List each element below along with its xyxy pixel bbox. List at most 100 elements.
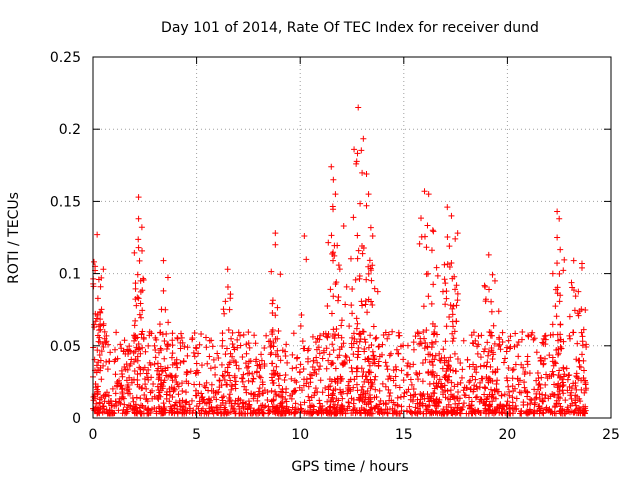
data-point [463, 385, 470, 392]
data-point [229, 383, 236, 390]
data-point [503, 402, 510, 409]
data-point [199, 405, 206, 412]
data-point [406, 403, 413, 410]
data-point [269, 300, 276, 307]
data-point [316, 397, 323, 404]
data-point [485, 410, 492, 417]
data-point [466, 404, 473, 411]
data-point [530, 336, 537, 343]
data-point [246, 401, 253, 408]
data-point [183, 371, 190, 378]
data-point [433, 380, 440, 387]
data-point [531, 401, 538, 408]
data-point [139, 247, 146, 254]
data-point [191, 353, 198, 360]
data-point [577, 398, 584, 405]
data-point [365, 355, 372, 362]
data-point [361, 336, 368, 343]
data-point [514, 342, 521, 349]
data-point [374, 288, 381, 295]
data-point [363, 170, 370, 177]
data-point [542, 392, 549, 399]
data-point [94, 231, 101, 238]
data-point [329, 341, 336, 348]
data-point [481, 391, 488, 398]
data-point [563, 408, 570, 415]
data-point [466, 394, 473, 401]
data-point [389, 328, 396, 335]
data-point [453, 302, 460, 309]
data-point [356, 331, 363, 338]
data-point [367, 376, 374, 383]
x-tick-label: 25 [602, 427, 620, 443]
data-point [570, 257, 577, 264]
ticks: 0 5 10 15 20 25 0 0.05 0.1 0.15 0.2 0.25 [50, 50, 620, 443]
data-point [222, 368, 229, 375]
data-point [507, 404, 514, 411]
data-point [171, 410, 178, 417]
data-point [516, 389, 523, 396]
data-point [382, 359, 389, 366]
data-point [100, 362, 107, 369]
data-point [322, 385, 329, 392]
data-point [534, 370, 541, 377]
data-point [417, 396, 424, 403]
data-point [570, 329, 577, 336]
data-point [362, 339, 369, 346]
data-point [326, 351, 333, 358]
data-point [138, 410, 145, 417]
data-point [141, 375, 148, 382]
data-point [174, 335, 181, 342]
data-point [195, 350, 202, 357]
data-point [269, 408, 276, 415]
data-point [300, 382, 307, 389]
data-point [450, 407, 457, 414]
data-point [489, 356, 496, 363]
data-point [212, 364, 219, 371]
data-point [94, 295, 101, 302]
data-point [420, 303, 427, 310]
data-point [453, 395, 460, 402]
data-point [443, 288, 450, 295]
data-point [178, 330, 185, 337]
data-point [400, 393, 407, 400]
data-point [124, 404, 131, 411]
data-point [463, 410, 470, 417]
data-point [135, 244, 142, 251]
data-point [344, 405, 351, 412]
data-point [557, 403, 564, 410]
data-point [227, 359, 234, 366]
data-point [458, 374, 465, 381]
data-point [572, 382, 579, 389]
data-point [442, 374, 449, 381]
data-point [147, 389, 154, 396]
data-point [350, 400, 357, 407]
data-point [268, 387, 275, 394]
data-point [367, 332, 374, 339]
data-point [96, 410, 103, 417]
data-point [293, 355, 300, 362]
data-point [360, 135, 367, 142]
data-point [474, 350, 481, 357]
data-point [518, 361, 525, 368]
data-point [121, 364, 128, 371]
data-point [304, 358, 311, 365]
x-tick-label: 20 [498, 427, 516, 443]
data-point [123, 387, 130, 394]
data-point [478, 332, 485, 339]
data-point [573, 374, 580, 381]
data-point [426, 402, 433, 409]
data-point [408, 410, 415, 417]
data-point [494, 366, 501, 373]
data-point [156, 321, 163, 328]
data-point [428, 339, 435, 346]
data-point [476, 384, 483, 391]
data-point [184, 352, 191, 359]
data-point [226, 398, 233, 405]
data-point [430, 281, 437, 288]
data-point [96, 400, 103, 407]
data-point [355, 104, 362, 111]
data-point [187, 368, 194, 375]
data-point [460, 400, 467, 407]
data-point [101, 328, 108, 335]
